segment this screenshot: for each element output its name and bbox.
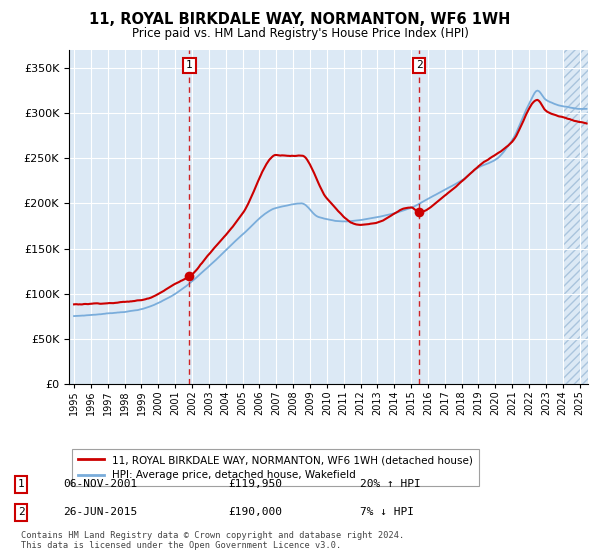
Bar	[563, 50, 588, 384]
Text: Contains HM Land Registry data © Crown copyright and database right 2024.
This d: Contains HM Land Registry data © Crown c…	[21, 530, 404, 550]
Text: 2: 2	[416, 60, 422, 71]
Text: 26-JUN-2015: 26-JUN-2015	[63, 507, 137, 517]
Text: 20% ↑ HPI: 20% ↑ HPI	[360, 479, 421, 489]
Text: 06-NOV-2001: 06-NOV-2001	[63, 479, 137, 489]
Text: £190,000: £190,000	[228, 507, 282, 517]
Text: Price paid vs. HM Land Registry's House Price Index (HPI): Price paid vs. HM Land Registry's House …	[131, 27, 469, 40]
Bar	[563, 50, 588, 384]
Legend: 11, ROYAL BIRKDALE WAY, NORMANTON, WF6 1WH (detached house), HPI: Average price,: 11, ROYAL BIRKDALE WAY, NORMANTON, WF6 1…	[71, 449, 479, 487]
Text: 11, ROYAL BIRKDALE WAY, NORMANTON, WF6 1WH: 11, ROYAL BIRKDALE WAY, NORMANTON, WF6 1…	[89, 12, 511, 27]
Text: 1: 1	[186, 60, 193, 71]
Text: 2: 2	[17, 507, 25, 517]
Text: £119,950: £119,950	[228, 479, 282, 489]
Text: 1: 1	[17, 479, 25, 489]
Text: 7% ↓ HPI: 7% ↓ HPI	[360, 507, 414, 517]
